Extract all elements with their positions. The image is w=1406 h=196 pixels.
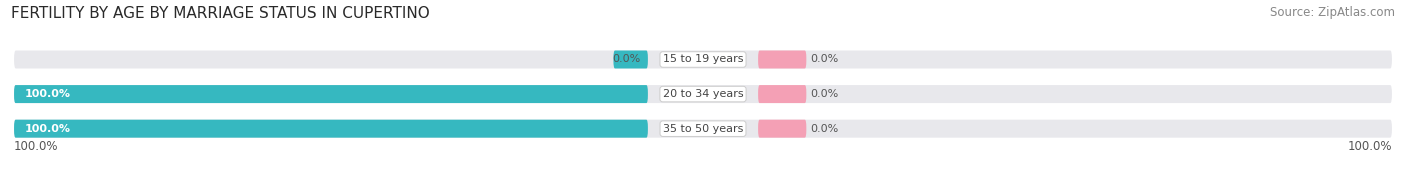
Text: Source: ZipAtlas.com: Source: ZipAtlas.com [1270,6,1395,19]
FancyBboxPatch shape [758,120,807,138]
Text: 0.0%: 0.0% [810,89,838,99]
FancyBboxPatch shape [14,85,648,103]
Text: 20 to 34 years: 20 to 34 years [662,89,744,99]
Text: 100.0%: 100.0% [24,124,70,134]
Text: 15 to 19 years: 15 to 19 years [662,54,744,64]
Text: 0.0%: 0.0% [613,54,641,64]
Text: 35 to 50 years: 35 to 50 years [662,124,744,134]
Text: 0.0%: 0.0% [810,124,838,134]
Text: 0.0%: 0.0% [810,54,838,64]
Text: 100.0%: 100.0% [14,140,59,153]
Text: 100.0%: 100.0% [24,89,70,99]
FancyBboxPatch shape [14,51,1392,68]
FancyBboxPatch shape [613,51,648,68]
FancyBboxPatch shape [758,51,807,68]
Text: FERTILITY BY AGE BY MARRIAGE STATUS IN CUPERTINO: FERTILITY BY AGE BY MARRIAGE STATUS IN C… [11,6,430,21]
Text: 100.0%: 100.0% [1347,140,1392,153]
FancyBboxPatch shape [758,85,807,103]
FancyBboxPatch shape [14,120,1392,138]
FancyBboxPatch shape [14,85,1392,103]
FancyBboxPatch shape [14,120,648,138]
